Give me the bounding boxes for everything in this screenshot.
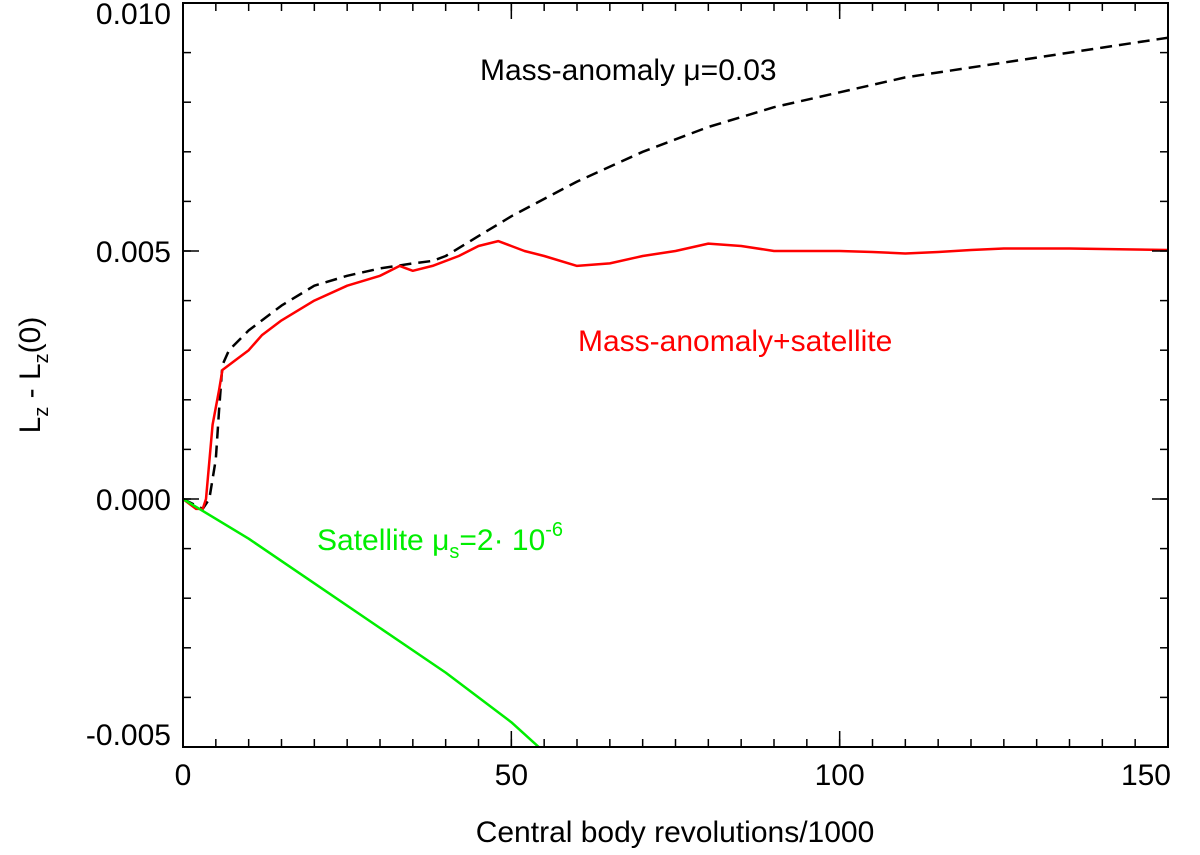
annotation-mass-anomaly-satellite: Mass-anomaly+satellite	[578, 325, 892, 358]
y-axis-title-subscript: z	[31, 353, 53, 363]
series-line-mass-anomaly	[183, 36, 1168, 511]
annotation-satellite-subscript: s	[449, 541, 459, 563]
x-tick-label: 0	[175, 759, 192, 792]
label-layer: 0 50 100 150 -0.005 0.000 0.005 0.010	[86, 0, 1171, 792]
y-axis-title: Lz - Lz(0)	[14, 317, 53, 434]
tick-layer	[182, 2, 1169, 748]
annotation-satellite-part: =2· 10	[459, 524, 545, 557]
series-line-mass-anomaly-satellite	[183, 239, 1168, 511]
x-tick-label: 50	[495, 759, 528, 792]
annotation-mass-anomaly: Mass-anomaly μ=0.03	[480, 54, 777, 87]
series-line-satellite	[183, 497, 541, 747]
annotation-satellite: Satellite μs=2· 10-6	[317, 519, 563, 563]
x-tick-label: 150	[1121, 759, 1171, 792]
y-axis-title-subscript: z	[31, 407, 53, 417]
x-axis-title: Central body revolutions/1000	[476, 816, 875, 849]
y-tick-label: -0.005	[86, 719, 171, 752]
y-tick-label: 0.010	[96, 0, 171, 31]
x-tick-label: 100	[815, 759, 865, 792]
annotation-satellite-part: Satellite μ	[317, 524, 449, 557]
annotation-satellite-superscript: -6	[545, 519, 563, 541]
y-axis-title-part: L	[14, 417, 47, 434]
y-axis-title-part: - L	[14, 363, 47, 406]
y-tick-label: 0.000	[96, 484, 171, 517]
y-axis-title-part: (0)	[14, 317, 47, 354]
series-layer	[183, 36, 1168, 747]
y-tick-label: 0.005	[96, 236, 171, 269]
plot-frame	[182, 2, 1169, 748]
